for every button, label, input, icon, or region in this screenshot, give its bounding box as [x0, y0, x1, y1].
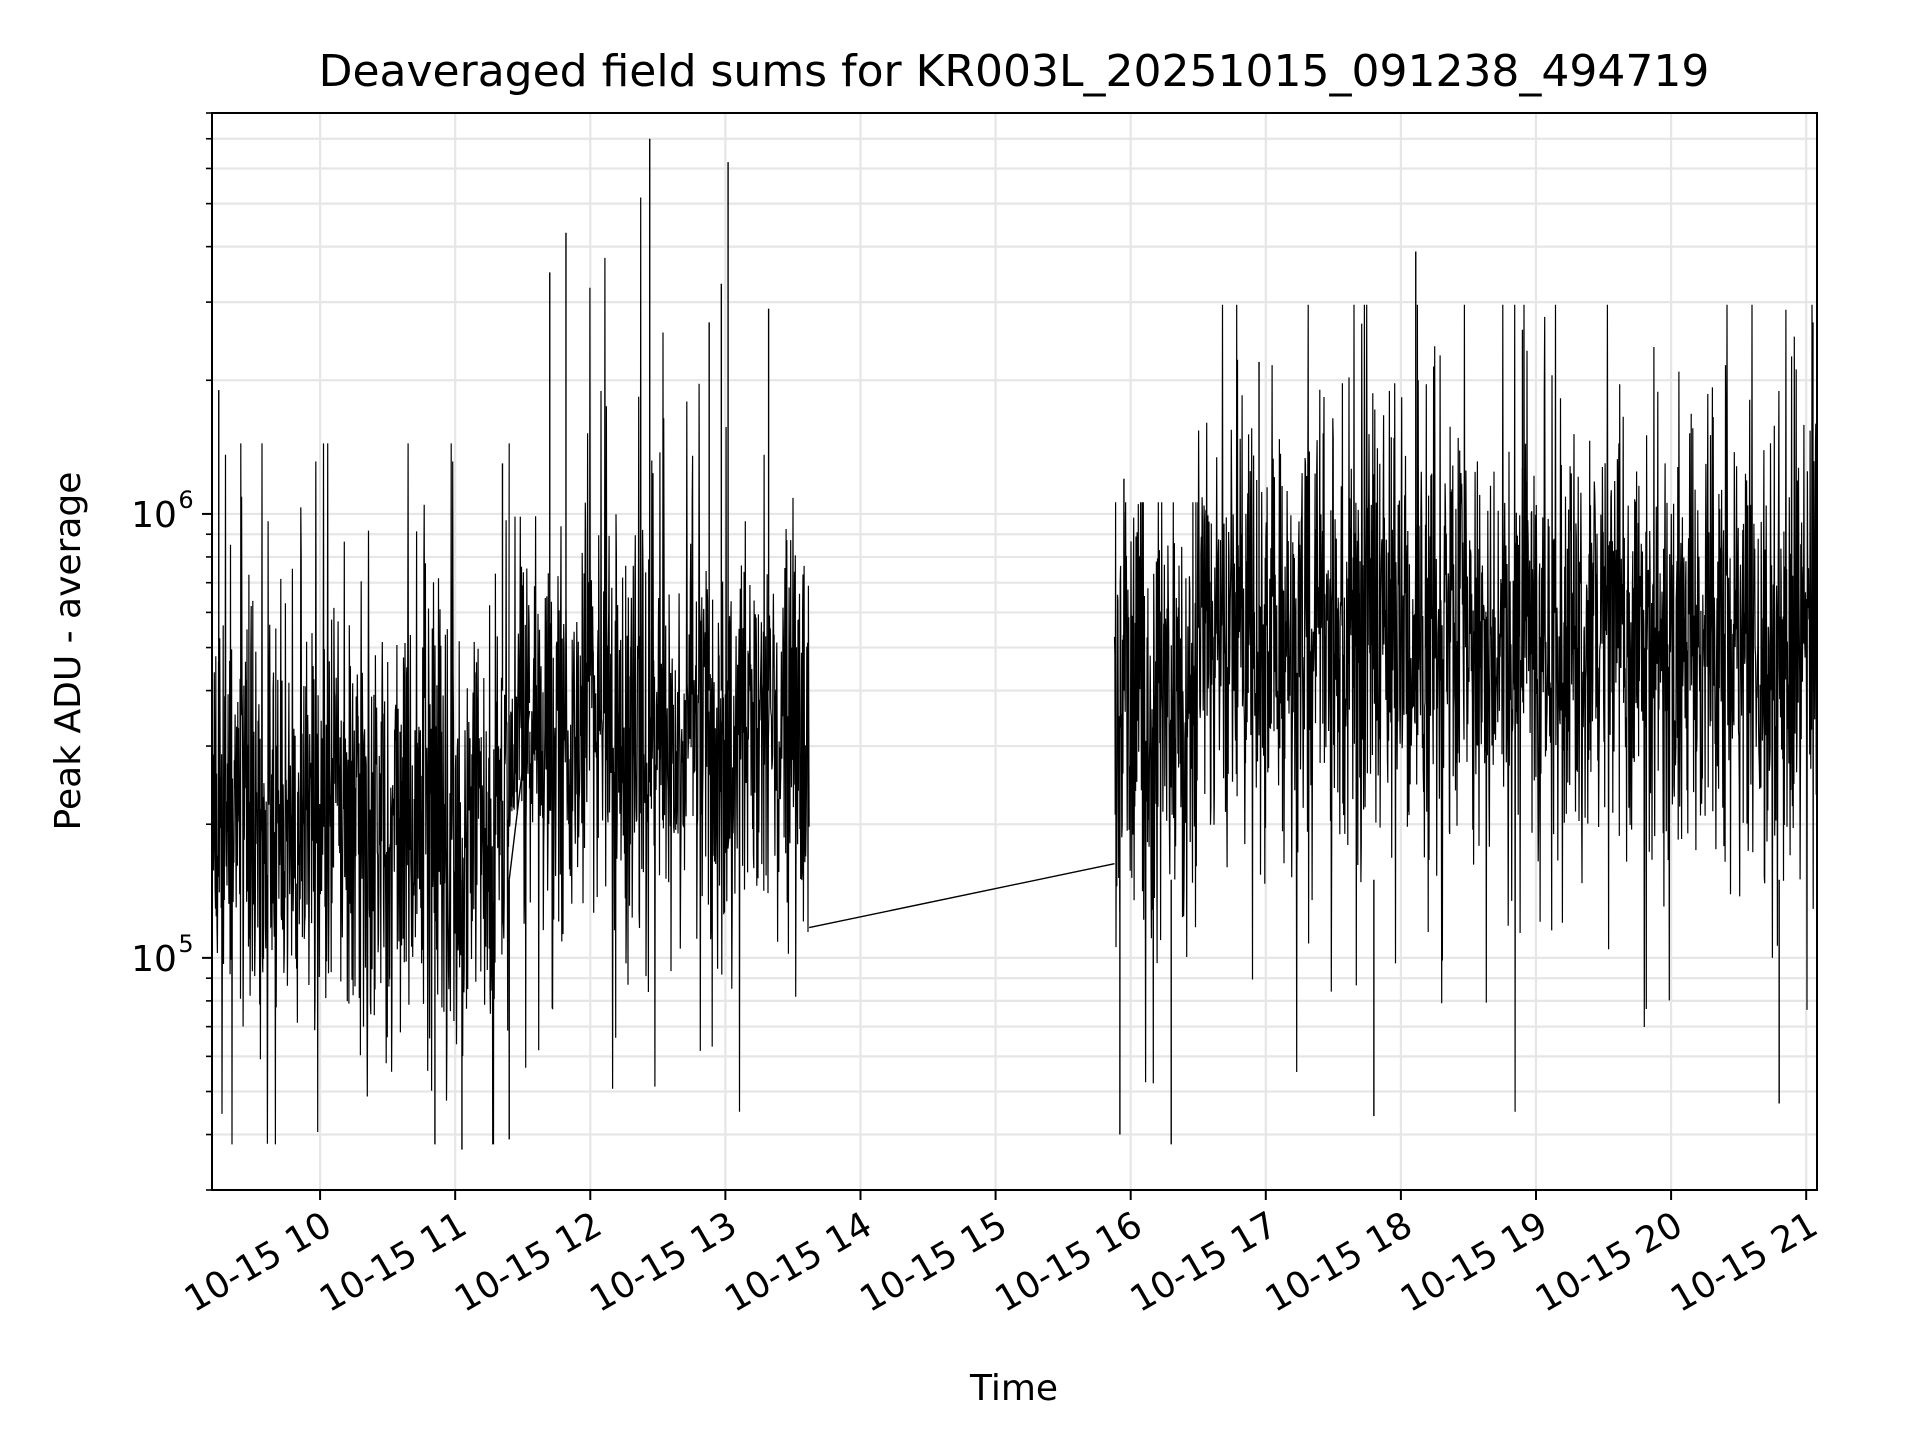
chart-title: Deaveraged field sums for KR003L_2025101…: [319, 46, 1710, 97]
plot-frame: [211, 112, 1818, 1191]
gap-connector-line: [809, 862, 1115, 929]
y-axis-label: Peak ADU - average: [48, 472, 89, 831]
y-tick-label-base: 10: [131, 939, 177, 980]
series-line-group: [211, 138, 1818, 1150]
y-tick-label-base: 10: [131, 495, 177, 536]
y-tick-label-exponent: 5: [178, 930, 193, 958]
series-segment: [508, 516, 531, 1068]
gap-connector-line: [508, 710, 531, 880]
y-tick-label-exponent: 6: [178, 486, 193, 514]
series-segment: [211, 443, 510, 1145]
series-segment: [1113, 502, 1199, 1084]
series-segment: [528, 197, 810, 1112]
series-segment: [1197, 304, 1818, 1112]
grid: [212, 111, 1817, 1192]
x-axis-label: Time: [969, 1368, 1058, 1409]
